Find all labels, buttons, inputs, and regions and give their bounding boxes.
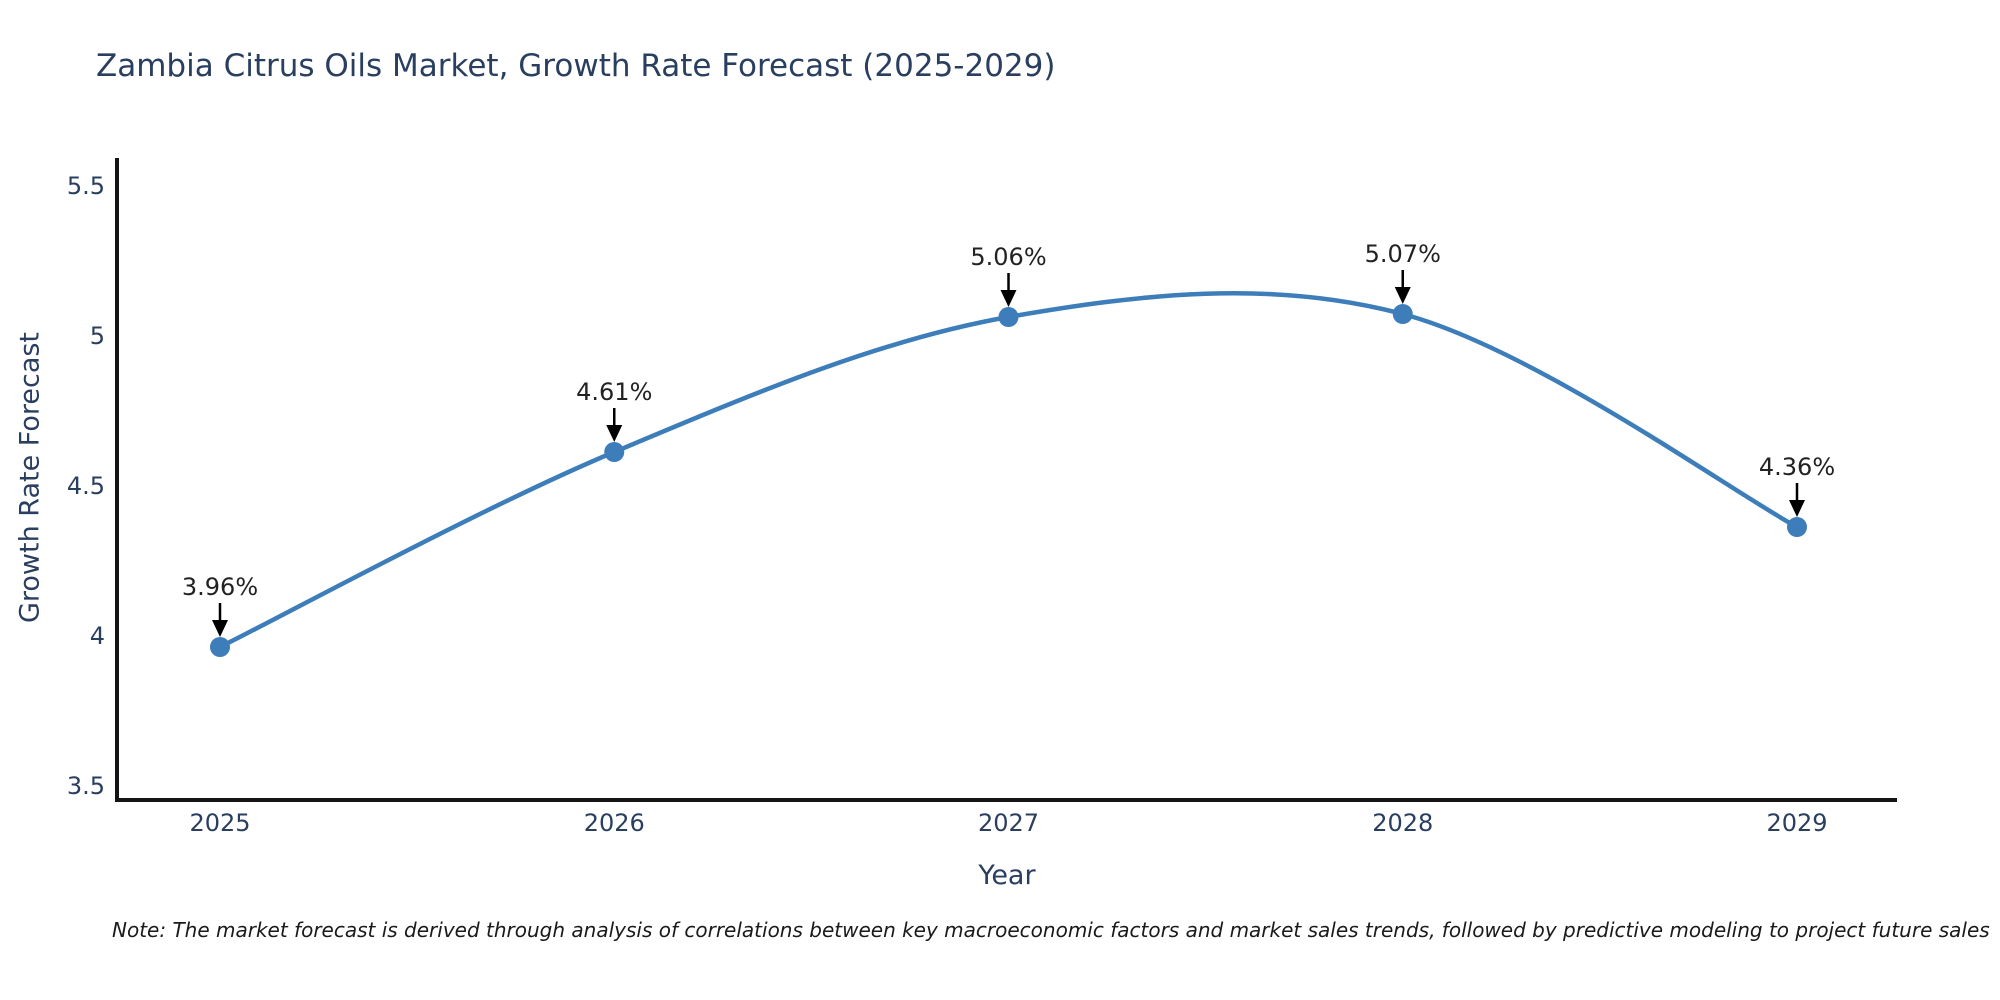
x-tick-label-2029: 2029 <box>1766 809 1827 837</box>
y-tick-label-5: 5 <box>90 322 105 350</box>
data-point-2027[interactable] <box>998 307 1019 327</box>
point-label-2027: 5.06% <box>970 243 1046 271</box>
data-point-2025[interactable] <box>210 637 230 657</box>
annotation-arrowhead-2028 <box>1394 287 1411 304</box>
point-label-2025: 3.96% <box>182 573 258 601</box>
annotation-arrowhead-2025 <box>212 620 228 637</box>
x-tick-label-2028: 2028 <box>1372 809 1433 837</box>
chart-title: Zambia Citrus Oils Market, Growth Rate F… <box>96 48 1056 84</box>
y-tick-label-3.5: 3.5 <box>67 772 105 800</box>
axis-lines <box>115 158 1897 802</box>
y-tick-label-4: 4 <box>90 622 105 650</box>
annotation-arrowhead-2029 <box>1789 500 1805 517</box>
point-label-2026: 4.61% <box>576 378 652 406</box>
x-tick-label-2025: 2025 <box>189 809 250 837</box>
data-point-2028[interactable] <box>1392 304 1413 324</box>
series-line <box>217 290 1800 650</box>
x-axis-title: Year <box>978 860 1036 891</box>
point-label-2028: 5.07% <box>1365 240 1441 268</box>
y-tick-label-4.5: 4.5 <box>67 472 105 500</box>
footnote: Note: The market forecast is derived thr… <box>112 918 1990 942</box>
x-tick-label-2026: 2026 <box>584 809 645 837</box>
annotation-arrowhead-2026 <box>606 425 623 442</box>
annotation-arrowhead-2027 <box>1000 290 1017 307</box>
y-tick-label-5.5: 5.5 <box>67 172 105 200</box>
data-point-2029[interactable] <box>1787 517 1807 537</box>
x-tick-label-2027: 2027 <box>978 809 1039 837</box>
point-label-2029: 4.36% <box>1759 453 1835 481</box>
data-point-2026[interactable] <box>604 442 625 462</box>
